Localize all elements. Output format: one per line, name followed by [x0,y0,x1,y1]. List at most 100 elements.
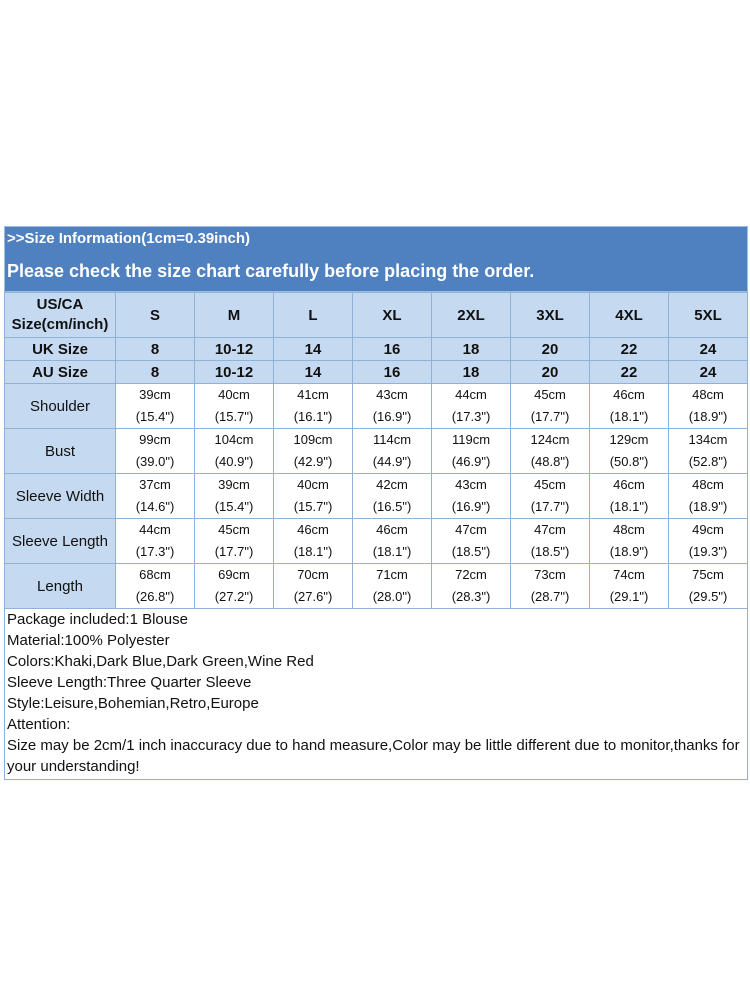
measurement-cm: 104cm [214,432,254,447]
measurement-cell: 45cm (17.7") [510,383,590,429]
measurement-cell: 46cm (18.1") [273,518,353,564]
measurement-inch: (28.0") [372,589,412,604]
measurement-inch: (26.8") [135,589,175,604]
size-header-cell: M [194,292,274,338]
measurement-inch: (18.9") [609,544,649,559]
measurement-inch: (15.4") [135,409,175,424]
measurement-inch: (17.7") [530,409,570,424]
measurement-cm: 74cm [613,567,645,582]
measurement-cm: 46cm [613,387,645,402]
measurement-inch: (15.7") [293,499,333,514]
colors-line: Colors:Khaki,Dark Blue,Dark Green,Wine R… [7,653,314,670]
measurement-cell: 119cm (46.9") [431,428,511,474]
measurement-cell: 48cm (18.9") [589,518,669,564]
measurement-cm: 44cm [455,387,487,402]
measurement-cm: 49cm [692,522,724,537]
measurement-inch: (18.9") [688,409,728,424]
measurement-cell: 49cm (19.3") [668,518,748,564]
measurement-cm: 43cm [376,387,408,402]
size-info-header: >>Size Information(1cm=0.39inch) Please … [4,226,748,292]
au-size-row: AU Size 8 10-12 14 16 18 20 22 24 [4,360,748,384]
measurement-inch: (18.5") [530,544,570,559]
measurement-cm: 48cm [613,522,645,537]
measurement-label: Length [4,563,116,609]
measurement-cell: 73cm (28.7") [510,563,590,609]
measurement-cm: 109cm [293,432,333,447]
uk-size-cell: 18 [431,337,511,361]
measurement-cm: 73cm [534,567,566,582]
uk-size-cell: 24 [668,337,748,361]
measurement-cell: 48cm (18.9") [668,383,748,429]
uk-size-cell: 20 [510,337,590,361]
size-header-cell: 5XL [668,292,748,338]
measurement-cm: 40cm [297,477,329,492]
measurement-label: Bust [4,428,116,474]
measurement-cell: 42cm (16.5") [352,473,432,519]
measurement-inch: (44.9") [372,454,412,469]
us-size-label: US/CA Size(cm/inch) [4,292,116,338]
measurement-cm: 47cm [534,522,566,537]
us-size-label-line2: Size(cm/inch) [11,316,109,333]
au-size-label: AU Size [4,360,116,384]
au-size-cell: 10-12 [194,360,274,384]
measurement-cm: 39cm [139,387,171,402]
measurement-inch: (19.3") [688,544,728,559]
measurement-inch: (40.9") [214,454,254,469]
measurement-cell: 114cm (44.9") [352,428,432,474]
measurement-inch: (18.1") [609,409,649,424]
measurement-cm: 44cm [139,522,171,537]
measurement-cm: 69cm [218,567,250,582]
measurement-inch: (16.9") [372,409,412,424]
measurement-cell: 68cm (26.8") [115,563,195,609]
package-line: Package included:1 Blouse [7,611,188,628]
size-info-sheet: >>Size Information(1cm=0.39inch) Please … [4,226,748,780]
au-size-cell: 16 [352,360,432,384]
attention-line: Attention: [7,716,71,733]
measurement-row: Shoulder 39cm (15.4") 40cm (15.7") 41cm (16.1"… [4,383,748,429]
measurement-cell: 129cm (50.8") [589,428,669,474]
measurement-inch: (14.6") [135,499,175,514]
measurement-row: Sleeve Length 44cm (17.3") 45cm (17.7") 46cm (… [4,518,748,564]
measurement-cell: 44cm (17.3") [431,383,511,429]
measurement-cm: 40cm [218,387,250,402]
measurement-inch: (28.3") [451,589,491,604]
au-size-cell: 20 [510,360,590,384]
measurement-inch: (17.7") [214,544,254,559]
measurement-cell: 46cm (18.1") [589,473,669,519]
measurement-cm: 46cm [376,522,408,537]
measurement-inch: (17.3") [135,544,175,559]
size-header-row: US/CA Size(cm/inch) S M L XL 2XL 3XL 4XL 5XL [4,292,748,338]
measurement-inch: (27.2") [214,589,254,604]
measurement-cm: 46cm [613,477,645,492]
measurement-cell: 44cm (17.3") [115,518,195,564]
measurement-inch: (18.5") [451,544,491,559]
uk-size-label: UK Size [4,337,116,361]
measurement-inch: (50.8") [609,454,649,469]
measurement-cell: 104cm (40.9") [194,428,274,474]
measurement-cm: 37cm [139,477,171,492]
au-size-cell: 8 [115,360,195,384]
measurement-cell: 74cm (29.1") [589,563,669,609]
size-header-cell: 3XL [510,292,590,338]
measurement-cm: 42cm [376,477,408,492]
measurement-cell: 124cm (48.8") [510,428,590,474]
measurement-cm: 45cm [534,477,566,492]
uk-size-cell: 8 [115,337,195,361]
au-size-cell: 22 [589,360,669,384]
measurement-cell: 43cm (16.9") [431,473,511,519]
measurement-row: Bust 99cm (39.0") 104cm (40.9") 109cm (42.9") 1… [4,428,748,474]
measurement-cell: 71cm (28.0") [352,563,432,609]
uk-size-cell: 10-12 [194,337,274,361]
measurement-cell: 48cm (18.9") [668,473,748,519]
measurement-cm: 99cm [139,432,171,447]
sleeve-line: Sleeve Length:Three Quarter Sleeve [7,674,252,691]
measurement-inch: (16.1") [293,409,333,424]
measurement-cm: 129cm [609,432,649,447]
measurement-label: Sleeve Length [4,518,116,564]
au-size-cell: 14 [273,360,353,384]
measurement-cm: 75cm [692,567,724,582]
uk-size-cell: 22 [589,337,669,361]
product-info: Package included:1 Blouse Material:100% … [4,609,748,780]
measurement-cell: 40cm (15.7") [194,383,274,429]
measurement-cell: 45cm (17.7") [510,473,590,519]
